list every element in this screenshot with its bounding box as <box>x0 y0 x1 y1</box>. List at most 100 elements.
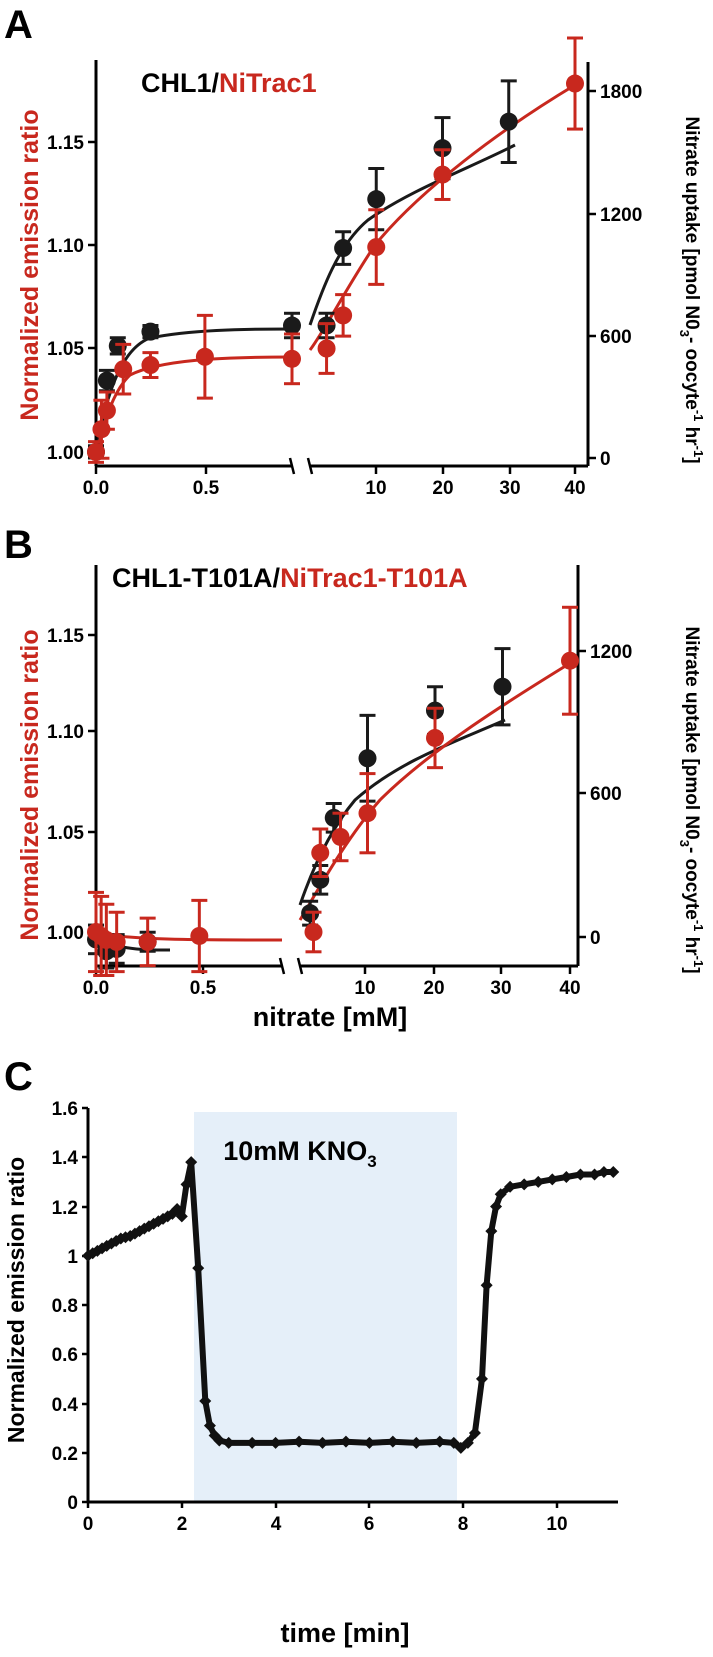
chart-a-point-red <box>367 238 386 257</box>
chart-c-point <box>222 1436 235 1449</box>
chart-b-ytick-right-label: 600 <box>590 784 622 805</box>
chart-c-ylabel: Normalized emission ratio <box>3 1157 29 1443</box>
chart-a-ytick-label: 1.15 <box>47 133 84 154</box>
chart-c-annotation: 10mM KNO3 <box>223 1136 377 1171</box>
chart-c-point <box>607 1166 620 1179</box>
chart-a-ytick-right-label: 1800 <box>600 82 642 103</box>
chart-b-ytick-label: 1.05 <box>47 823 84 844</box>
chart-c-marks <box>82 1156 620 1454</box>
chart-c-xtick-label: 10 <box>546 1514 567 1535</box>
chart-c-ytick-label: 0.8 <box>52 1296 78 1317</box>
panel-c: C 10mM KNO3 Normalized emission ratio ti… <box>3 1055 620 1648</box>
chart-c-ticks: 0 0.2 0.4 0.6 0.8 1 1.2 1.4 1.6 0 2 4 6 … <box>52 1099 568 1535</box>
chart-c-point <box>433 1435 446 1448</box>
chart-c-point <box>475 1372 488 1385</box>
chart-a-ytick-label: 1.00 <box>47 443 84 464</box>
chart-c-point <box>363 1436 376 1449</box>
chart-b-xtick-label: 40 <box>559 978 580 999</box>
chart-b-ylabel: Normalized emission ratio <box>16 629 44 940</box>
chart-a-point-red <box>433 165 452 184</box>
chart-a-title-red: NiTrac1 <box>219 68 317 98</box>
chart-a-point-black <box>283 316 301 335</box>
chart-a-title: CHL1/NiTrac1 <box>141 68 317 98</box>
chart-c-point <box>213 1434 226 1447</box>
chart-c-point <box>269 1436 282 1449</box>
chart-b-point-red <box>190 926 209 945</box>
chart-c-point <box>192 1262 205 1275</box>
chart-b-xtick-label: 0.0 <box>83 978 109 999</box>
panel-b: B CHL1-T101A/NiTrac1-T101A Normalized em… <box>4 523 706 1032</box>
chart-a-ylabel-right: Nitrate uptake [pmol N03- oocyte-1 hr-1] <box>677 116 706 463</box>
chart-a-xtick-label: 20 <box>432 478 453 499</box>
chart-a-point-black <box>433 139 452 158</box>
chart-a-point-black <box>367 190 386 209</box>
chart-a-xtick-label: 0.0 <box>83 478 109 499</box>
chart-b-xtick-label: 10 <box>354 978 375 999</box>
chart-a-point-black <box>499 112 518 131</box>
chart-a-fit-black-high <box>308 143 516 326</box>
chart-a-ytick-label: 1.05 <box>47 339 84 360</box>
chart-a-marks <box>87 36 584 464</box>
chart-b-marks <box>87 605 579 978</box>
chart-c-point <box>480 1279 493 1292</box>
chart-c-point <box>532 1175 545 1188</box>
chart-b-xlabel: nitrate [mM] <box>253 1002 408 1032</box>
chart-c-point <box>546 1173 559 1186</box>
chart-b-ylabel-right: Nitrate uptake [pmol N03- oocyte-1 hr-1] <box>677 626 706 973</box>
chart-c-ytick-label: 0.6 <box>52 1345 78 1366</box>
chart-c-point <box>293 1435 306 1448</box>
chart-c-xtick-label: 2 <box>177 1514 188 1535</box>
chart-c-ytick-label: 1 <box>67 1247 78 1268</box>
chart-b-point-red <box>426 728 444 747</box>
chart-c-xlabel: time [min] <box>280 1618 409 1648</box>
chart-b-title-black: CHL1-T101A <box>112 563 273 593</box>
chart-c-point <box>504 1180 517 1193</box>
chart-a-point-black <box>334 239 353 258</box>
chart-b-xtick-label: 30 <box>490 978 511 999</box>
chart-c-point <box>574 1168 587 1181</box>
chart-a-ytick-label: 1.10 <box>47 236 84 257</box>
chart-c-point <box>485 1225 498 1238</box>
chart-b-ytick-label: 1.15 <box>47 626 84 647</box>
chart-c-point <box>386 1435 399 1448</box>
chart-c-point <box>180 1178 193 1191</box>
chart-a-point-red <box>283 349 301 368</box>
chart-b-ytick-label: 1.10 <box>47 722 84 743</box>
chart-a-point-red <box>334 306 353 325</box>
chart-a-point-black <box>97 371 116 390</box>
chart-a-title-black: CHL1 <box>141 68 212 98</box>
chart-c-ytick-label: 1.6 <box>52 1099 78 1120</box>
chart-b-break-mark-2 <box>296 957 304 975</box>
chart-b-ytick-right-label: 0 <box>590 928 601 949</box>
chart-b-title: CHL1-T101A/NiTrac1-T101A <box>112 563 468 593</box>
chart-c-point <box>199 1395 212 1408</box>
chart-c-xtick-label: 0 <box>83 1514 94 1535</box>
chart-b-ytick-label: 1.00 <box>47 923 84 944</box>
chart-a-break-mark-2 <box>306 457 314 475</box>
chart-b-point-black <box>358 749 377 768</box>
chart-a-xtick-label: 30 <box>499 478 520 499</box>
chart-c-point <box>461 1436 474 1449</box>
chart-b-fit-black-high <box>298 718 506 906</box>
chart-a-xtick-label: 0.5 <box>193 478 220 499</box>
chart-c-point <box>175 1210 188 1223</box>
panel-letter-a: A <box>4 3 33 47</box>
chart-c-point <box>316 1436 329 1449</box>
chart-c-ytick-label: 0 <box>67 1493 78 1514</box>
chart-b-point-red <box>358 804 377 823</box>
chart-a-fit-red-low <box>94 355 293 457</box>
panel-a: A CHL1/NiTrac1 Normalized emission ratio… <box>4 3 706 499</box>
chart-a-ylabel: Normalized emission ratio <box>16 109 44 420</box>
chart-c-xtick-label: 4 <box>271 1514 282 1535</box>
chart-b-point-red <box>304 923 323 941</box>
chart-c-point <box>171 1202 184 1215</box>
chart-a-point-red <box>141 356 160 375</box>
panel-letter-c: C <box>4 1055 33 1099</box>
chart-c-ytick-label: 1.2 <box>52 1198 78 1219</box>
chart-c-point <box>518 1178 531 1191</box>
chart-b-point-red <box>138 932 157 951</box>
chart-a-point-black <box>141 322 160 341</box>
chart-c-ytick-label: 1.4 <box>52 1148 79 1169</box>
chart-a-xtick-label: 40 <box>564 478 585 499</box>
